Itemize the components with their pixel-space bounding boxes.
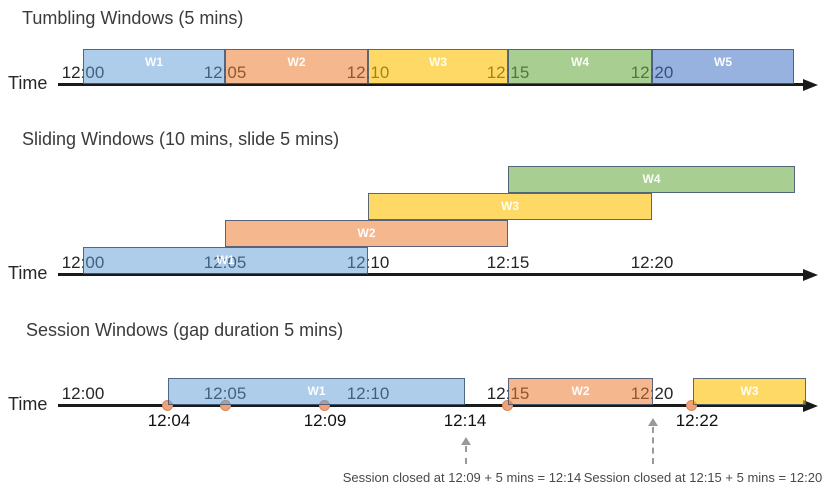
window-label: W3	[740, 384, 759, 398]
time-axis-arrow-icon	[803, 79, 818, 91]
window-box-w3: W3	[368, 193, 652, 220]
event-time-label: 12:14	[443, 411, 487, 430]
callout-arrow-stem	[465, 446, 467, 464]
time-axis-sliding	[58, 273, 806, 276]
window-label: W4	[642, 172, 661, 186]
window-box-w2: W2	[508, 378, 653, 405]
window-box-w1: W1	[83, 247, 368, 274]
callout-text-session-w1: Session closed at 12:09 + 5 mins = 12:14	[342, 470, 582, 485]
callout-up-arrow-icon	[648, 418, 658, 426]
event-dot	[162, 400, 173, 411]
window-label: W2	[571, 384, 590, 398]
window-label: W2	[357, 226, 376, 240]
time-axis-arrow-icon	[803, 400, 818, 412]
time-axis-arrow-icon	[803, 269, 818, 281]
window-box-w3: W3	[368, 49, 508, 84]
window-box-w4: W4	[508, 166, 795, 193]
section-title-session: Session Windows (gap duration 5 mins)	[26, 320, 344, 340]
section-title-sliding: Sliding Windows (10 mins, slide 5 mins)	[22, 129, 340, 149]
tick-label: 12:15	[486, 253, 530, 272]
window-label: W1	[216, 253, 235, 267]
window-box-w2: W2	[225, 220, 508, 247]
event-time-label: 12:04	[147, 411, 191, 430]
callout-text-session-w2: Session closed at 12:15 + 5 mins = 12:20	[583, 470, 823, 485]
window-box-w3: W3	[693, 378, 806, 405]
window-label: W1	[307, 384, 326, 398]
callout-arrow-stem	[652, 427, 654, 464]
time-axis-session	[58, 404, 806, 407]
window-box-w1: W1	[168, 378, 465, 405]
section-title-tumbling: Tumbling Windows (5 mins)	[22, 8, 244, 28]
window-box-w1: W1	[83, 49, 225, 84]
time-axis-label-sliding: Time	[8, 263, 48, 283]
window-box-w2: W2	[225, 49, 368, 84]
time-axis-label-session: Time	[8, 394, 48, 414]
tick-label: 12:20	[630, 253, 674, 272]
window-label: W5	[714, 55, 732, 69]
window-box-w4: W4	[508, 49, 652, 84]
window-box-w5: W5	[652, 49, 794, 84]
event-dot	[502, 400, 513, 411]
window-label: W3	[429, 55, 447, 69]
callout-up-arrow-icon	[461, 437, 471, 445]
window-label: W3	[501, 199, 519, 213]
window-label: W1	[145, 55, 163, 69]
tick-label: 12:00	[61, 384, 105, 403]
time-axis-label-tumbling: Time	[8, 73, 48, 93]
time-axis-tumbling	[58, 83, 806, 86]
event-dot	[686, 400, 697, 411]
event-time-label: 12:09	[303, 411, 347, 430]
event-time-label: 12:22	[675, 411, 719, 430]
window-label: W2	[287, 55, 306, 69]
window-label: W4	[571, 55, 589, 69]
